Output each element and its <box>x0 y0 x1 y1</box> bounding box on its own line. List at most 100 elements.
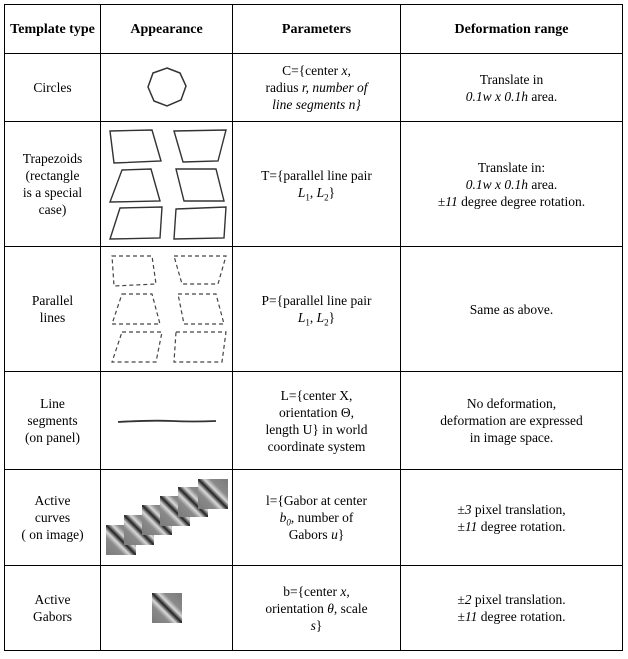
parameters: l={Gabor at center b0, number of Gabors u} <box>232 469 401 566</box>
shape <box>111 331 163 363</box>
text-line: ±11 degree rotation. <box>404 608 619 625</box>
shape <box>173 129 227 163</box>
text-run: T={parallel line pair <box>261 168 372 183</box>
text-run: Same as above. <box>469 301 554 317</box>
text-run: ± <box>437 193 446 209</box>
shape <box>109 129 162 164</box>
italic-run: s <box>310 617 316 633</box>
text-line: curves <box>34 510 71 525</box>
column-header: Appearance <box>100 4 233 54</box>
text-run: ± <box>457 518 465 534</box>
text-run: P={parallel line pair <box>261 293 372 308</box>
template-type: Active curves ( on image) <box>4 469 101 566</box>
shape <box>173 331 227 363</box>
text-line: L1, L2} <box>236 309 397 328</box>
text-line: Translate in: <box>404 159 619 176</box>
shape <box>177 293 225 325</box>
appearance <box>100 469 233 566</box>
text-line: Gabors <box>33 609 72 624</box>
text-line: (on panel) <box>24 430 81 445</box>
template-type: Line segments (on panel) <box>4 371 101 470</box>
text-run: deformation are expressed <box>440 413 583 428</box>
italic-run: 11 <box>445 193 458 209</box>
template-type: Parallel lines <box>4 246 101 372</box>
text-line: ( on image) <box>21 527 84 542</box>
text-run: Gabors <box>288 527 332 542</box>
text-run: 2 <box>324 192 329 203</box>
text-line: ±3 pixel translation, <box>404 501 619 518</box>
deformation-range: No deformation, deformation are expressed… <box>400 371 623 470</box>
text-line: b0, number of <box>236 509 397 528</box>
text-run: coordinate system <box>267 438 366 454</box>
italic-run: 11 <box>464 518 478 534</box>
text-line: b={center x, <box>236 583 397 600</box>
text-line: radius r, number of <box>236 79 397 96</box>
text-run: orientation <box>265 600 328 616</box>
text-line: case) <box>38 202 67 217</box>
appearance <box>100 53 233 122</box>
header-row: Template type Appearance Parameters Deforma… <box>4 4 623 54</box>
parameters: T={parallel line pair L1, L2} <box>232 121 401 247</box>
text-run: area. <box>528 176 558 192</box>
text-line: length U} in world <box>236 421 397 438</box>
table-row: Trapezoids (rectangle is a special case) T=… <box>4 121 623 247</box>
text-run: L={center X, <box>280 387 353 403</box>
text-line: P={parallel line pair <box>236 292 397 309</box>
page-body: Template type Appearance Parameters Deforma… <box>0 4 628 659</box>
italic-run: b <box>279 510 287 525</box>
italic-run: r, number of <box>301 80 368 95</box>
text-run: No deformation, <box>466 396 557 411</box>
text-line: is a special <box>22 185 83 200</box>
parameters: P={parallel line pair L1, L2} <box>232 246 401 372</box>
text-line: Circles <box>33 80 72 95</box>
table: Template type Appearance Parameters Deforma… <box>4 4 623 651</box>
text-run: degree rotation. <box>477 518 566 534</box>
text-run: l={Gabor at center <box>265 493 368 508</box>
italic-run: L <box>297 185 306 200</box>
text-run: b={center <box>283 583 341 599</box>
text-line: ±2 pixel translation. <box>404 591 619 608</box>
table-row: Active curves ( on image) l={Gabor at cent… <box>4 469 623 566</box>
column-header: Deformation range <box>400 4 623 54</box>
table-row: Circles C={center x, radius r, number of li… <box>4 53 623 122</box>
text-run: } <box>315 617 323 633</box>
text-line: Parallel <box>31 293 74 308</box>
shape <box>108 168 161 203</box>
deformation-range: ±3 pixel translation, ±11 degree rotation… <box>400 469 623 566</box>
table-body: Circles C={center x, radius r, number of li… <box>4 53 623 651</box>
text-line: Active <box>34 592 71 607</box>
text-line: C={center x, <box>236 62 397 79</box>
column-header: Template type <box>4 4 101 54</box>
text-line: orientation θ, scale <box>236 600 397 617</box>
appearance <box>100 371 233 470</box>
appearance <box>100 565 233 651</box>
text-run: degree degree rotation. <box>457 193 586 209</box>
text-run: ± <box>457 609 465 624</box>
text-run: 1 <box>305 192 310 203</box>
text-line: Active <box>34 493 71 508</box>
subscript: 1 <box>305 318 310 328</box>
template-type: Circles <box>4 53 101 122</box>
subscript: 2 <box>324 318 329 328</box>
text-run: length U} in world <box>265 421 368 437</box>
italic-run: 0 <box>286 517 291 528</box>
shape <box>173 255 227 285</box>
shape <box>173 206 227 240</box>
text-run: orientation Θ, <box>279 404 354 420</box>
shape: Template type Appearance Parameters Deforma… <box>4 4 623 54</box>
italic-run: 0.1w x 0.1h <box>465 176 528 192</box>
italic-run: u <box>331 527 338 542</box>
text-run: 1 <box>305 317 310 328</box>
text-run: pixel translation. <box>471 592 566 607</box>
italic-run: x, <box>340 583 350 599</box>
text-line: Same as above. <box>404 301 619 318</box>
table-row: Line segments (on panel) L={center X, orient… <box>4 371 623 470</box>
shape <box>111 255 157 287</box>
template-type: Trapezoids (rectangle is a special case) <box>4 121 101 247</box>
table-row: Active Gabors b={center x, orientation θ, s… <box>4 565 623 651</box>
text-line: Translate in <box>404 71 619 88</box>
deformation-range: Same as above. <box>400 246 623 372</box>
text-line: segments <box>27 413 78 428</box>
italic-run: L <box>316 310 325 325</box>
